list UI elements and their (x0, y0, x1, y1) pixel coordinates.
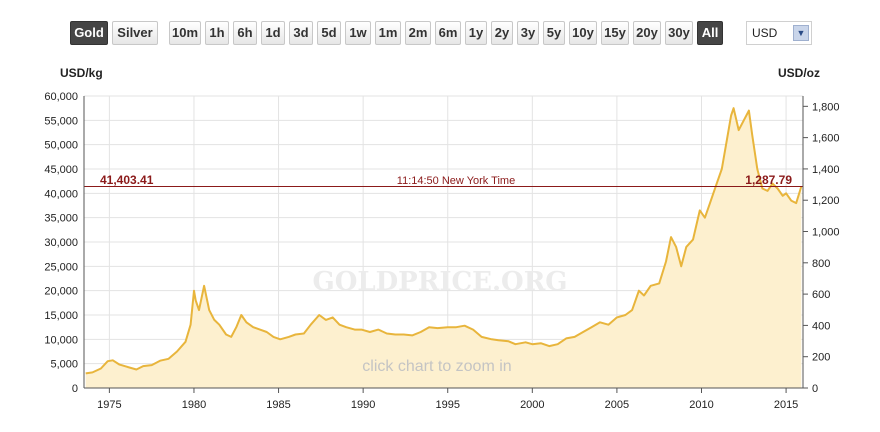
y2-tick-label: 800 (812, 258, 830, 270)
zoom-hint: click chart to zoom in (362, 358, 511, 375)
current-price-usd-kg: 41,403.41 (100, 173, 154, 187)
range-button-10m[interactable]: 10m (169, 21, 201, 45)
y-tick-label: 60,000 (44, 91, 78, 103)
x-tick-label: 1985 (266, 399, 290, 411)
price-area-fill (85, 108, 802, 388)
current-price-usd-oz: 1,287.79 (745, 173, 792, 187)
x-tick-label: 2005 (605, 399, 629, 411)
range-button-3d[interactable]: 3d (289, 21, 313, 45)
range-button-20y[interactable]: 20y (633, 21, 661, 45)
range-button-2m[interactable]: 2m (405, 21, 431, 45)
watermark: GOLDPRICE.ORG (312, 267, 567, 297)
chevron-down-icon[interactable]: ▼ (793, 25, 809, 41)
y2-tick-label: 0 (812, 383, 818, 395)
y-tick-label: 0 (72, 383, 78, 395)
y2-tick-label: 1,200 (812, 195, 840, 207)
range-button-1w[interactable]: 1w (345, 21, 371, 45)
range-button-10y[interactable]: 10y (569, 21, 597, 45)
metal-tab-silver[interactable]: Silver (112, 21, 158, 45)
y-tick-label: 25,000 (44, 261, 78, 273)
y2-tick-label: 200 (812, 352, 830, 364)
range-button-all[interactable]: All (697, 21, 723, 45)
range-button-2y[interactable]: 2y (491, 21, 513, 45)
y-tick-label: 35,000 (44, 213, 78, 225)
right-axis-unit: USD/oz (778, 66, 820, 80)
price-series-line (85, 107, 803, 375)
range-button-6m[interactable]: 6m (435, 21, 461, 45)
y-tick-label: 15,000 (44, 310, 78, 322)
range-button-30y[interactable]: 30y (665, 21, 693, 45)
range-button-1y[interactable]: 1y (465, 21, 487, 45)
y-tick-label: 45,000 (44, 164, 78, 176)
y2-tick-label: 600 (812, 289, 830, 301)
y-tick-label: 30,000 (44, 237, 78, 249)
x-tick-label: 1995 (435, 399, 459, 411)
x-tick-label: 2010 (689, 399, 713, 411)
y-tick-label: 40,000 (44, 188, 78, 200)
y-tick-label: 10,000 (44, 334, 78, 346)
y-tick-label: 20,000 (44, 286, 78, 298)
current-price-time: 11:14:50 New York Time (397, 175, 515, 187)
range-button-6h[interactable]: 6h (233, 21, 257, 45)
y-tick-label: 55,000 (44, 115, 78, 127)
range-button-3y[interactable]: 3y (517, 21, 539, 45)
y-tick-label: 5,000 (50, 359, 78, 371)
left-axis-unit: USD/kg (60, 66, 103, 80)
y2-tick-label: 1,000 (812, 227, 840, 239)
range-button-1h[interactable]: 1h (205, 21, 229, 45)
currency-select[interactable]: USD ▼ (746, 21, 812, 45)
x-tick-label: 1975 (97, 399, 121, 411)
y2-tick-label: 1,800 (812, 101, 840, 113)
y-tick-label: 50,000 (44, 140, 78, 152)
y2-tick-label: 400 (812, 320, 830, 332)
currency-select-value: USD (752, 26, 778, 40)
range-button-5d[interactable]: 5d (317, 21, 341, 45)
range-button-1d[interactable]: 1d (261, 21, 285, 45)
range-button-5y[interactable]: 5y (543, 21, 565, 45)
range-button-1m[interactable]: 1m (375, 21, 401, 45)
toolbar: Gold Silver 10m 1h 6h 1d 3d 5d 1w 1m 2m 6m 1y 2y 3y 5y 1… (0, 0, 880, 56)
x-tick-label: 1980 (182, 399, 206, 411)
y2-tick-label: 1,400 (812, 164, 840, 176)
x-tick-label: 1990 (351, 399, 375, 411)
x-tick-label: 2015 (774, 399, 798, 411)
range-button-15y[interactable]: 15y (601, 21, 629, 45)
metal-tab-gold[interactable]: Gold (70, 21, 108, 45)
x-tick-label: 2000 (520, 399, 544, 411)
y2-tick-label: 1,600 (812, 133, 840, 145)
